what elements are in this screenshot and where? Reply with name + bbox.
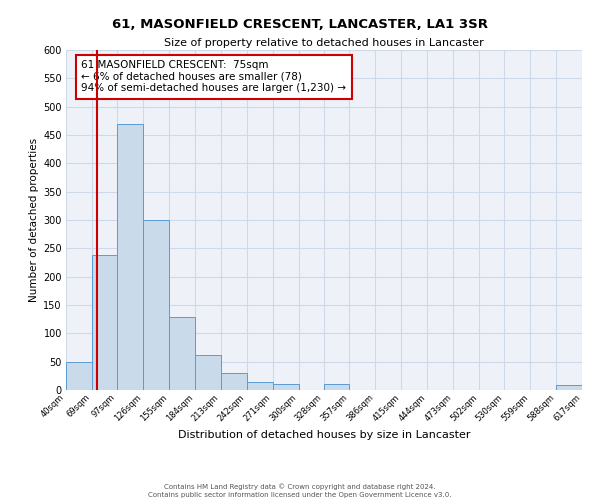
Title: Size of property relative to detached houses in Lancaster: Size of property relative to detached ho… — [164, 38, 484, 48]
Bar — [323, 384, 349, 390]
Bar — [247, 382, 272, 390]
Text: Contains HM Land Registry data © Crown copyright and database right 2024.: Contains HM Land Registry data © Crown c… — [164, 484, 436, 490]
Text: 61, MASONFIELD CRESCENT, LANCASTER, LA1 3SR: 61, MASONFIELD CRESCENT, LANCASTER, LA1 … — [112, 18, 488, 30]
Bar — [195, 355, 221, 390]
Bar — [556, 386, 582, 390]
Bar — [272, 384, 299, 390]
Bar — [92, 255, 117, 390]
Bar — [143, 220, 169, 390]
Text: 61 MASONFIELD CRESCENT:  75sqm
← 6% of detached houses are smaller (78)
94% of s: 61 MASONFIELD CRESCENT: 75sqm ← 6% of de… — [82, 60, 346, 94]
X-axis label: Distribution of detached houses by size in Lancaster: Distribution of detached houses by size … — [178, 430, 470, 440]
Y-axis label: Number of detached properties: Number of detached properties — [29, 138, 39, 302]
Bar — [221, 373, 247, 390]
Bar — [169, 318, 195, 390]
Text: Contains public sector information licensed under the Open Government Licence v3: Contains public sector information licen… — [148, 492, 452, 498]
Bar — [117, 124, 143, 390]
Bar — [66, 362, 92, 390]
